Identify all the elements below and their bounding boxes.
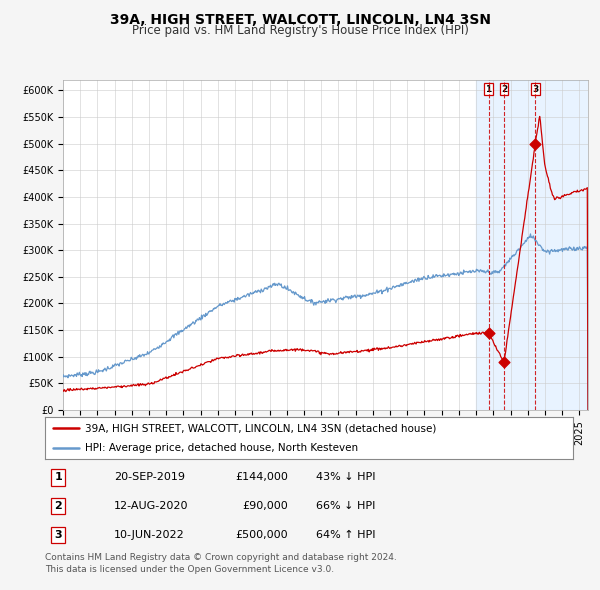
Text: Price paid vs. HM Land Registry's House Price Index (HPI): Price paid vs. HM Land Registry's House … bbox=[131, 24, 469, 37]
Text: 12-AUG-2020: 12-AUG-2020 bbox=[113, 502, 188, 511]
Point bbox=[499, 358, 509, 367]
Text: 2: 2 bbox=[55, 502, 62, 511]
Text: 20-SEP-2019: 20-SEP-2019 bbox=[113, 473, 185, 483]
Text: 66% ↓ HPI: 66% ↓ HPI bbox=[309, 502, 376, 511]
Point bbox=[530, 139, 540, 148]
Text: 2: 2 bbox=[501, 84, 507, 94]
Bar bbox=[476, 80, 590, 410]
Text: 10-JUN-2022: 10-JUN-2022 bbox=[113, 530, 184, 540]
Text: £144,000: £144,000 bbox=[235, 473, 288, 483]
Point bbox=[484, 329, 493, 338]
Text: £500,000: £500,000 bbox=[235, 530, 288, 540]
Text: 39A, HIGH STREET, WALCOTT, LINCOLN, LN4 3SN: 39A, HIGH STREET, WALCOTT, LINCOLN, LN4 … bbox=[110, 13, 491, 27]
Text: 1: 1 bbox=[485, 84, 491, 94]
Text: 1: 1 bbox=[55, 473, 62, 483]
Text: 39A, HIGH STREET, WALCOTT, LINCOLN, LN4 3SN (detached house): 39A, HIGH STREET, WALCOTT, LINCOLN, LN4 … bbox=[85, 423, 436, 433]
Text: HPI: Average price, detached house, North Kesteven: HPI: Average price, detached house, Nort… bbox=[85, 442, 358, 453]
Text: 43% ↓ HPI: 43% ↓ HPI bbox=[309, 473, 376, 483]
Text: 3: 3 bbox=[532, 84, 538, 94]
Text: 3: 3 bbox=[55, 530, 62, 540]
Text: Contains HM Land Registry data © Crown copyright and database right 2024.
This d: Contains HM Land Registry data © Crown c… bbox=[45, 553, 397, 574]
Text: £90,000: £90,000 bbox=[242, 502, 288, 511]
Text: 64% ↑ HPI: 64% ↑ HPI bbox=[309, 530, 376, 540]
